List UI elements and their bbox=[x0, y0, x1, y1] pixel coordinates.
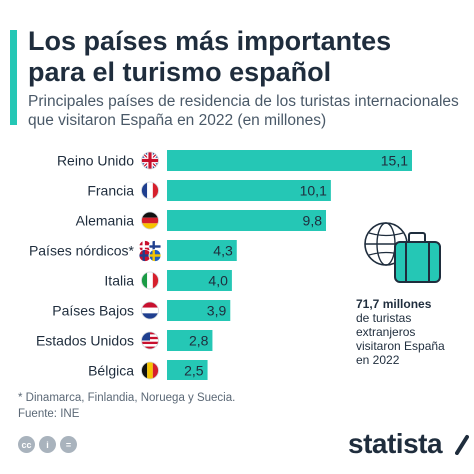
nordic-flags-icon bbox=[138, 240, 162, 262]
bar-row: Alemania 9,8 bbox=[76, 210, 327, 231]
bar-row: Francia 10,1 bbox=[87, 180, 331, 201]
bar bbox=[167, 240, 237, 261]
total-tourists-callout: 71,7 millones de turistas extranjeros vi… bbox=[356, 297, 456, 367]
category-label: Estados Unidos bbox=[36, 333, 134, 349]
value-label: 9,8 bbox=[303, 213, 323, 229]
category-label: Países Bajos bbox=[52, 303, 134, 319]
category-label: Francia bbox=[87, 183, 134, 199]
belgium-flag-icon bbox=[141, 361, 159, 380]
category-label: Bélgica bbox=[88, 363, 134, 379]
bar-row: Países Bajos 3,9 bbox=[52, 300, 231, 321]
bar-row: Italia 4,0 bbox=[104, 270, 232, 291]
bar bbox=[167, 330, 213, 351]
value-label: 2,8 bbox=[189, 333, 209, 349]
info-icon[interactable]: i bbox=[39, 436, 56, 453]
value-label: 4,0 bbox=[208, 273, 228, 289]
callout-line-2: extranjeros bbox=[356, 325, 416, 339]
bar bbox=[167, 270, 232, 291]
bar-chart: Reino Unido 15,1 Francia 10,1 Alemania 9,8 Paí… bbox=[29, 150, 412, 380]
source-note: Fuente: INE bbox=[18, 408, 80, 420]
title-accent-bar bbox=[10, 30, 17, 125]
category-label: Reino Unido bbox=[57, 153, 134, 169]
title-line-2: para el turismo español bbox=[28, 57, 332, 87]
bar bbox=[167, 150, 412, 171]
bar bbox=[167, 300, 231, 321]
subtitle-line-2: que visitaron España en 2022 (en millone… bbox=[28, 112, 327, 129]
statista-logo[interactable]: statista bbox=[348, 428, 443, 459]
callout-line-3: visitaron España bbox=[356, 339, 445, 353]
cc-icon[interactable]: cc bbox=[18, 436, 35, 453]
value-label: 15,1 bbox=[381, 153, 408, 169]
germany-flag-icon bbox=[141, 211, 159, 230]
netherlands-flag-icon bbox=[141, 301, 159, 320]
usa-flag-icon bbox=[141, 331, 159, 350]
subtitle-line-1: Principales países de residencia de los … bbox=[28, 93, 459, 110]
page-title: Los países más importantes para el turis… bbox=[28, 26, 468, 88]
statista-logo-mark-icon bbox=[455, 435, 469, 455]
page-subtitle: Principales países de residencia de los … bbox=[28, 92, 468, 130]
license-icons: cc i = bbox=[18, 436, 77, 453]
uk-flag-icon bbox=[141, 151, 159, 170]
equals-icon[interactable]: = bbox=[60, 436, 77, 453]
bar-row: Bélgica 2,5 bbox=[88, 360, 208, 380]
bar bbox=[167, 360, 208, 380]
bar-row: Reino Unido 15,1 bbox=[57, 150, 412, 171]
bar bbox=[167, 210, 327, 231]
callout-total: 71,7 millones bbox=[356, 297, 432, 311]
italy-flag-icon bbox=[141, 271, 159, 290]
callout-line-1: de turistas bbox=[356, 311, 412, 325]
value-label: 4,3 bbox=[213, 243, 233, 259]
category-label: Alemania bbox=[76, 213, 135, 229]
title-line-1: Los países más importantes bbox=[28, 26, 392, 56]
value-label: 10,1 bbox=[300, 183, 327, 199]
footnote: * Dinamarca, Finlandia, Noruega y Suecia… bbox=[18, 392, 236, 404]
callout-line-4: en 2022 bbox=[356, 353, 400, 367]
bar bbox=[167, 180, 331, 201]
globe-suitcase-icon bbox=[362, 216, 452, 292]
france-flag-icon bbox=[141, 181, 159, 200]
value-label: 2,5 bbox=[184, 363, 204, 379]
category-label: Italia bbox=[104, 273, 134, 289]
bar-row: Estados Unidos 2,8 bbox=[36, 330, 213, 351]
bar-row: Países nórdicos* 4,3 bbox=[29, 240, 237, 262]
category-label: Países nórdicos* bbox=[29, 243, 135, 259]
value-label: 3,9 bbox=[207, 303, 227, 319]
